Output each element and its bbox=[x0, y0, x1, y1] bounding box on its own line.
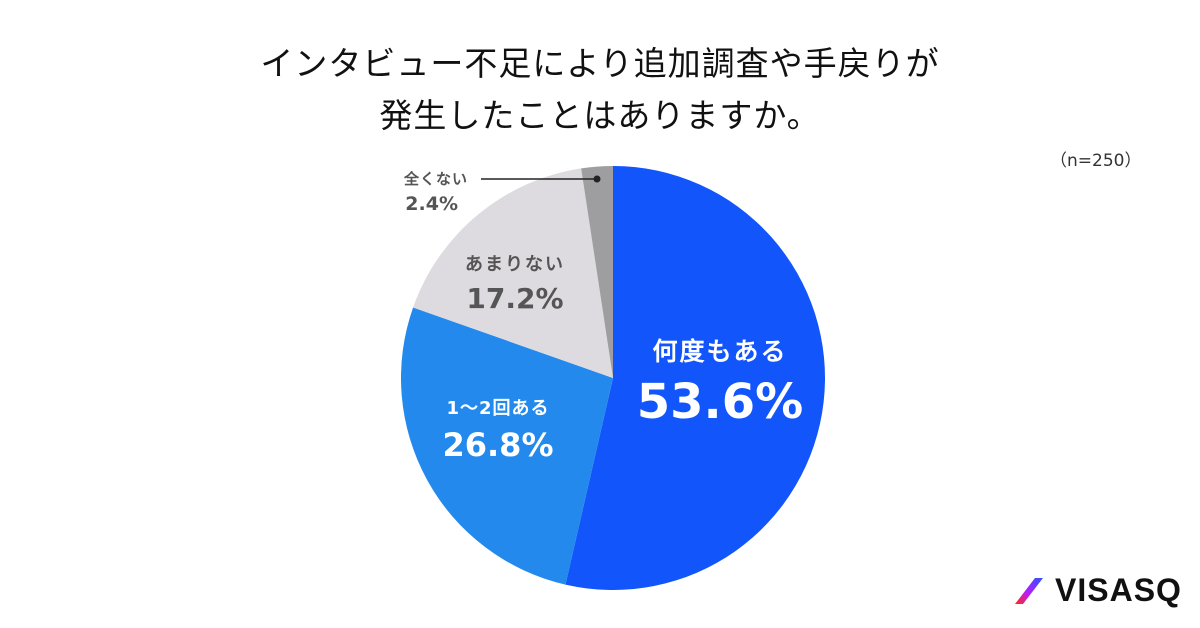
visasq-logo: VISASQ bbox=[1013, 572, 1182, 609]
chart-title-line1: インタビュー不足により追加調査や手戻りが bbox=[260, 44, 940, 83]
chart-title-line2: 発生したことはありますか。 bbox=[379, 96, 821, 135]
pie-slice-2 bbox=[413, 168, 613, 378]
sample-size: （n=250） bbox=[1050, 151, 1142, 171]
label-1-2kai: 1〜2回ある 26.8% bbox=[442, 398, 554, 464]
pie-slice-1 bbox=[400, 307, 613, 585]
pie-slice-0 bbox=[565, 166, 825, 590]
leader-dot bbox=[593, 175, 601, 183]
pie-slice-3 bbox=[581, 166, 613, 378]
logo-slash-icon bbox=[1015, 577, 1043, 604]
chart-title: インタビュー不足により追加調査や手戻りが 発生したことはありますか。 bbox=[0, 38, 1200, 142]
label-amari: あまりない 17.2% bbox=[465, 254, 565, 315]
label-nandomo: 何度もある 53.6% bbox=[636, 337, 804, 430]
brand-name: VISASQ bbox=[1055, 572, 1182, 608]
label-mattaku: 全くない 2.4% bbox=[403, 170, 468, 215]
